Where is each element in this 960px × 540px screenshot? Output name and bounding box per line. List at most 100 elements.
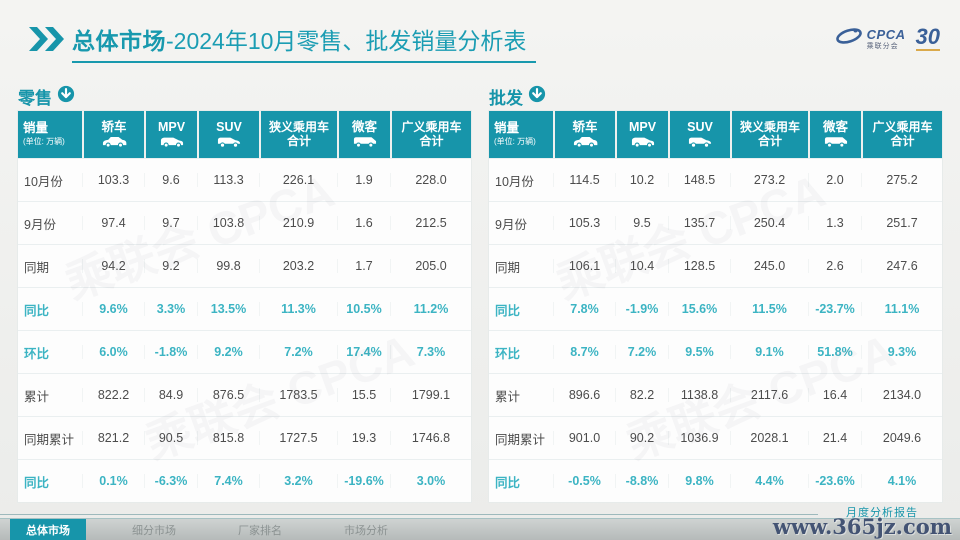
column-header-label: MPV [157,119,186,134]
value-cell: 11.2% [390,302,471,316]
table-row: 环比 8.7% 7.2% 9.5% 9.1% 51.8% 9.3% [489,330,942,373]
value-cell: 896.6 [553,388,615,402]
value-cell: 273.2 [730,173,808,187]
value-cell: 4.1% [861,474,942,488]
value-cell: 7.2% [615,345,668,359]
value-cell: 245.0 [730,259,808,273]
value-cell: 9.6 [144,173,197,187]
tab-4[interactable]: 市场分析 [344,524,388,537]
value-cell: 2049.6 [861,431,942,445]
table-row: 10月份 114.5 10.2 148.5 273.2 2.0 275.2 [489,158,942,201]
column-header-label: 狭义乘用车 合计 [268,120,329,148]
mpv-icon [159,135,185,148]
row-label: 累计 [495,389,521,404]
value-cell: 205.0 [390,259,471,273]
corner-unit-label: (单位: 万辆) [23,136,65,146]
page-title-rest: -2024年10月零售、批发销量分析表 [166,28,527,54]
value-cell: 212.5 [390,216,471,230]
value-cell: 1746.8 [390,431,471,445]
value-cell: 17.4% [337,345,390,359]
column-header-cell: 广义乘用车 合计 [861,111,942,158]
value-cell: 7.2% [259,345,337,359]
value-cell: 9.1% [730,345,808,359]
value-cell: 1.6 [337,216,390,230]
table-row: 同期 94.2 9.2 99.8 203.2 1.7 205.0 [18,244,471,287]
value-cell: 9.7 [144,216,197,230]
tab-2[interactable]: 细分市场 [132,524,176,537]
table-row: 9月份 97.4 9.7 103.8 210.9 1.6 212.5 [18,201,471,244]
cpca-logo-subtext: 乘联分会 [866,42,899,50]
tab-1[interactable]: 总体市场 [10,519,86,540]
wholesale-table: 乘联会 CPCA 乘联会 CPCA 销量 (单位: 万辆) 轿车 MPV SUV 狭义乘用… [489,111,942,502]
table-row: 累计 822.2 84.9 876.5 1783.5 15.5 1799.1 [18,373,471,416]
value-cell: 11.5% [730,302,808,316]
row-label: 同比 [495,475,521,490]
retail-section-label: 零售 [18,88,52,108]
table-row: 10月份 103.3 9.6 113.3 226.1 1.9 228.0 [18,158,471,201]
column-header-cell: 微客 [337,111,390,158]
header: 总体市场-2024年10月零售、批发销量分析表 [28,22,537,63]
column-header-label: SUV [687,119,713,134]
corner-header-cell: 销量 (单位: 万辆) [18,111,82,158]
value-cell: 247.6 [861,259,942,273]
wholesale-section-header: 批发 [489,84,942,108]
value-cell: 9.2 [144,259,197,273]
value-cell: 815.8 [197,431,259,445]
row-label: 同比 [495,303,521,318]
column-header-cell: 微客 [808,111,861,158]
down-arrow-badge-icon [528,85,546,108]
30th-anniversary-logo: 30 [915,24,940,51]
tab-3[interactable]: 厂家排名 [238,524,282,537]
corner-label: 销量 [23,121,49,136]
page-title-bold: 总体市场 [72,28,166,54]
table-header-row: 销量 (单位: 万辆) 轿车 MPV SUV 狭义乘用车 合计 微客 广义乘用车 合计 [489,111,942,158]
value-cell: 9.3% [861,345,942,359]
value-cell: 1138.8 [668,388,730,402]
table-header-row: 销量 (单位: 万辆) 轿车 MPV SUV 狭义乘用车 合计 微客 广义乘用车 合计 [18,111,471,158]
value-cell: 876.5 [197,388,259,402]
value-cell: 10.2 [615,173,668,187]
wholesale-panel: 批发 乘联会 CPCA 乘联会 CPCA 销量 (单位: 万辆) 轿车 MPV SUV 狭… [489,84,942,502]
table-row: 9月份 105.3 9.5 135.7 250.4 1.3 251.7 [489,201,942,244]
column-header-cell: 狭义乘用车 合计 [259,111,337,158]
column-header-label: 狭义乘用车 合计 [739,120,800,148]
value-cell: 251.7 [861,216,942,230]
row-label: 10月份 [24,174,63,189]
value-cell: 1.9 [337,173,390,187]
value-cell: 203.2 [259,259,337,273]
value-cell: 1036.9 [668,431,730,445]
table-row: 同比 9.6% 3.3% 13.5% 11.3% 10.5% 11.2% [18,287,471,330]
value-cell: 250.4 [730,216,808,230]
column-header-label: 广义乘用车 合计 [872,120,933,148]
row-label: 同比 [24,303,50,318]
row-label: 累计 [24,389,50,404]
table-row: 累计 896.6 82.2 1138.8 2117.6 16.4 2134.0 [489,373,942,416]
corner-label: 销量 [494,121,520,136]
value-cell: 1.7 [337,259,390,273]
table-row: 同比 0.1% -6.3% 7.4% 3.2% -19.6% 3.0% [18,459,471,502]
value-cell: 15.6% [668,302,730,316]
suv-icon [216,135,242,149]
value-cell: 821.2 [82,431,144,445]
value-cell: 9.5% [668,345,730,359]
value-cell: 9.8% [668,474,730,488]
value-cell: 9.6% [82,302,144,316]
value-cell: 822.2 [82,388,144,402]
site-watermark: www.365jz.com [772,514,952,539]
column-header-label: 微客 [822,119,848,134]
value-cell: 8.7% [553,345,615,359]
logo-group: CPCA 乘联分会 30 [834,26,940,51]
table-row: 同比 -0.5% -8.8% 9.8% 4.4% -23.6% 4.1% [489,459,942,502]
column-header-cell: 狭义乘用车 合计 [730,111,808,158]
row-label: 同比 [24,475,50,490]
table-row: 同期 106.1 10.4 128.5 245.0 2.6 247.6 [489,244,942,287]
footer-source-text: 月度分析报告 [846,507,918,519]
cpca-logo-text: CPCA [866,26,906,42]
value-cell: 103.8 [197,216,259,230]
row-label: 同期 [24,260,50,275]
table-row: 同期累计 821.2 90.5 815.8 1727.5 19.3 1746.8 [18,416,471,459]
value-cell: 97.4 [82,216,144,230]
row-label: 环比 [495,346,521,361]
row-label: 9月份 [24,217,56,232]
